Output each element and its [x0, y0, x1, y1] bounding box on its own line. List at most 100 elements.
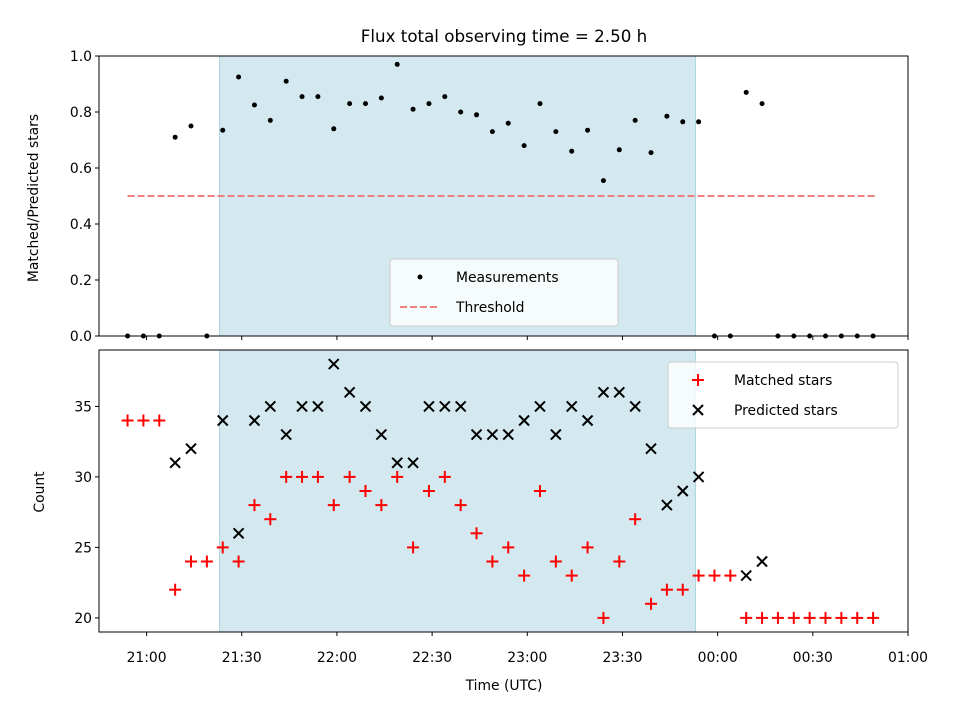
measurement-point: [648, 150, 654, 156]
measurement-point: [299, 94, 305, 100]
predicted-star-point: [328, 358, 340, 370]
predicted-star-point: [486, 428, 499, 441]
matched-star-point: [216, 541, 229, 554]
count-points: [121, 358, 880, 624]
matched-star-point: [771, 611, 784, 624]
measurement-point: [680, 119, 686, 125]
measurement-point: [632, 117, 638, 123]
bottom-legend-box: [667, 361, 899, 429]
matched-star-point: [391, 470, 404, 483]
matched-star-point: [200, 555, 213, 568]
measurement-point: [331, 126, 337, 132]
measurement-point: [458, 109, 464, 115]
top-y-ticks: 0.0 0.2 0.4 0.6 0.8 1.0: [70, 49, 99, 345]
matched-star-point: [470, 527, 483, 540]
matched-star-point: [454, 499, 467, 512]
bottom-axes-frame: [98, 349, 909, 633]
matched-star-point: [169, 583, 182, 596]
matched-star-point: [153, 414, 166, 427]
x-tick-label: 23:30: [602, 650, 642, 666]
predicted-star-point: [407, 457, 419, 469]
matched-star-point: [629, 513, 642, 526]
measurement-point: [696, 119, 702, 125]
legend-predicted-label: Predicted stars: [734, 403, 838, 419]
bottom-legend: Matched stars Predicted stars: [667, 361, 899, 429]
matched-star-point: [549, 555, 562, 568]
matched-star-point: [137, 414, 150, 427]
measurement-point: [521, 143, 527, 149]
predicted-star-point: [217, 414, 229, 427]
measurement-point: [600, 178, 606, 184]
predicted-star-point: [439, 400, 451, 413]
legend-measurements-label: Measurements: [456, 270, 559, 286]
observing-interval-shade-bottom: [219, 349, 696, 633]
predicted-star-point: [581, 414, 594, 427]
matched-star-point: [803, 611, 816, 624]
predicted-star-point: [597, 386, 610, 399]
matched-star-point: [835, 611, 848, 624]
measurement-point: [172, 134, 178, 140]
matched-star-point: [645, 597, 658, 610]
measurement-point: [362, 101, 368, 107]
measurement-point: [347, 101, 353, 107]
measurement-point: [553, 129, 559, 135]
matched-star-point: [740, 611, 753, 624]
top-axes-frame: [98, 55, 909, 337]
legend-matched-label: Matched stars: [734, 373, 832, 389]
predicted-star-point: [185, 442, 197, 455]
top-y-tick-label: 1.0: [70, 49, 92, 65]
top-y-tick-label: 0.8: [70, 105, 92, 121]
matched-star-point: [756, 611, 769, 624]
measurement-point: [569, 148, 575, 154]
predicted-star-point: [375, 428, 388, 441]
matched-star-point: [359, 485, 372, 497]
predicted-star-point: [756, 555, 768, 568]
x-tick-label: 21:00: [127, 650, 167, 666]
matched-star-point: [502, 541, 515, 554]
predicted-star-point: [232, 527, 245, 540]
x-tick-label: 22:00: [317, 650, 357, 666]
matched-star-point: [597, 611, 610, 624]
bottom-x-ticks: 21:00 21:30 22:00 22:30 23:00 23:30 00:00 00:30…: [127, 632, 928, 666]
matched-star-point: [248, 499, 261, 512]
legend-predicted-marker: [692, 404, 704, 416]
top-y-tick-label: 0.0: [70, 329, 92, 345]
predicted-star-point: [343, 386, 356, 399]
bottom-y-tick-label: 25: [74, 540, 92, 556]
measurement-point: [537, 101, 543, 107]
matched-star-point: [438, 470, 451, 483]
predicted-star-point: [740, 569, 752, 582]
measurement-point: [664, 113, 670, 119]
bottom-y-axis-label: Count: [32, 471, 48, 513]
matched-star-point: [692, 569, 705, 582]
measurement-point: [426, 101, 432, 107]
bottom-y-tick-label: 20: [74, 611, 92, 627]
measurement-point: [251, 102, 257, 108]
measurement-point: [394, 61, 400, 67]
predicted-star-point: [518, 414, 530, 427]
predicted-star-point: [470, 428, 483, 441]
predicted-star-point: [502, 428, 514, 441]
predicted-star-point: [312, 400, 324, 413]
x-axis-label: Time (UTC): [465, 678, 543, 694]
matched-star-point: [708, 569, 721, 582]
top-panel: 0.0 0.2 0.4 0.6 0.8 1.0 Matched/Predicted sta…: [26, 49, 909, 345]
matched-star-point: [121, 414, 134, 427]
measurement-point: [220, 127, 226, 133]
predicted-star-point: [359, 400, 372, 413]
legend-threshold-label: Threshold: [455, 300, 524, 316]
x-tick-label: 21:30: [222, 650, 262, 666]
matched-star-point: [613, 555, 626, 568]
matched-star-point: [660, 583, 673, 596]
matched-star-point: [819, 611, 832, 624]
matched-star-point: [327, 499, 340, 512]
predicted-star-point: [169, 457, 181, 469]
matched-star-point: [407, 541, 420, 554]
bottom-y-tick-label: 35: [74, 399, 92, 415]
bottom-y-ticks: 20 25 30 35: [74, 399, 99, 627]
predicted-star-point: [454, 400, 467, 413]
legend-measurements-marker: [417, 274, 423, 280]
matched-star-point: [232, 555, 245, 568]
predicted-star-point: [550, 428, 562, 441]
